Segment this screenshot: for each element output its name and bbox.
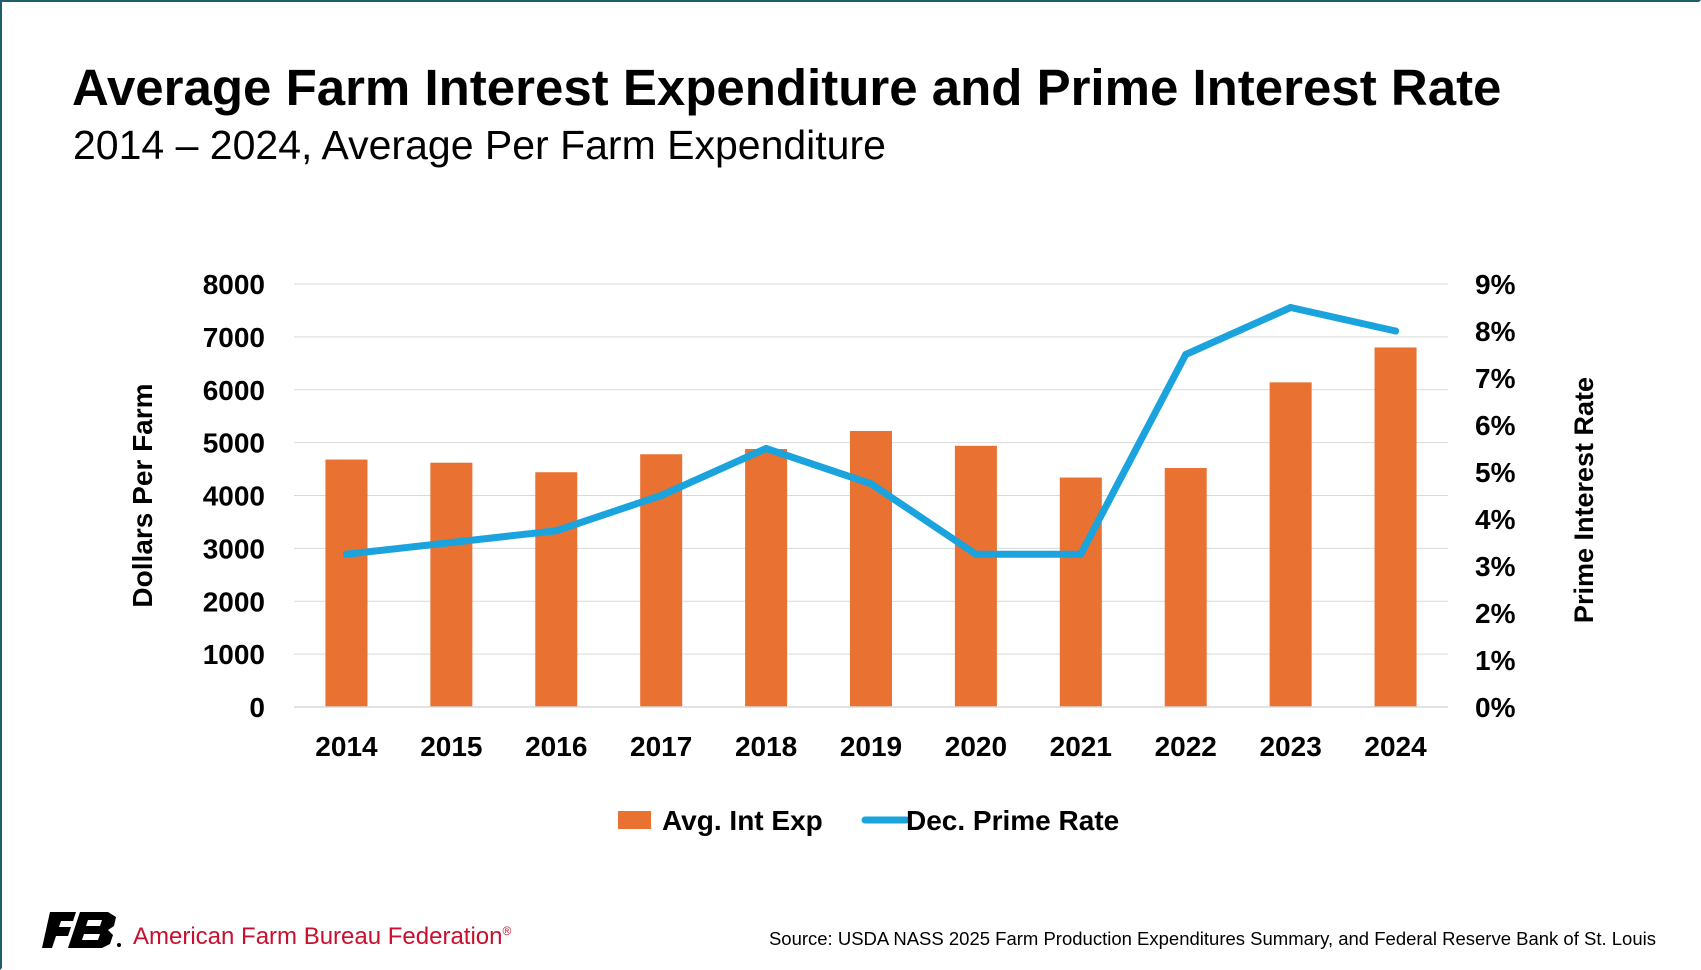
bar — [1269, 382, 1312, 707]
y-tick-label: 6000 — [203, 375, 265, 406]
chart-subtitle: 2014 – 2024, Average Per Farm Expenditur… — [73, 122, 886, 168]
x-tick-label: 2021 — [1050, 731, 1112, 762]
y-tick-label: 0 — [249, 692, 265, 723]
x-tick-label: 2023 — [1259, 731, 1321, 762]
y-tick-label: 4000 — [203, 481, 265, 512]
line-point — [762, 445, 770, 452]
x-tick-label: 2016 — [525, 731, 587, 762]
x-tick-label: 2019 — [840, 731, 902, 762]
bar — [850, 430, 892, 707]
y-tick-label: 8000 — [203, 269, 265, 300]
bar — [1374, 347, 1417, 707]
x-tick-label: 2018 — [735, 731, 797, 762]
line-point — [552, 527, 560, 535]
registered-mark: ® — [502, 924, 512, 938]
y2-tick-label: 0% — [1475, 692, 1516, 723]
legend-label-line: Dec. Prime Rate — [906, 805, 1119, 836]
line-point — [657, 492, 665, 499]
legend-label-bar: Avg. Int Exp — [662, 805, 823, 836]
organization-name: American Farm Bureau Federation® — [133, 923, 511, 951]
y-tick-label: 5000 — [203, 428, 265, 459]
legend-swatch-bar — [618, 811, 651, 829]
line-point — [447, 539, 455, 546]
y2-axis-title: Prime Interest Rate — [1569, 377, 1599, 623]
y-tick-label: 7000 — [203, 322, 265, 353]
y2-tick-label: 6% — [1475, 410, 1516, 441]
x-tick-label: 2015 — [420, 731, 482, 762]
bar — [430, 462, 473, 707]
x-tick-label: 2017 — [630, 731, 692, 762]
y-axis-title: Dollars Per Farm — [127, 383, 158, 607]
y2-tick-label: 5% — [1475, 457, 1516, 488]
combo-chart: 0 1000 2000 3000 4000 5000 6000 7000 8000 0% 1% 2% 3… — [127, 269, 1599, 836]
y-tick-label: 1000 — [203, 639, 265, 670]
bar — [954, 445, 997, 707]
y2-tick-label: 7% — [1475, 363, 1516, 394]
y2-tick-label: 8% — [1475, 316, 1516, 347]
x-tick-label: 2024 — [1364, 731, 1427, 762]
bar — [535, 472, 578, 707]
line-point — [1182, 351, 1190, 358]
y2-tick-label: 1% — [1475, 645, 1516, 676]
farm-bureau-logo-icon — [42, 912, 121, 948]
bar — [745, 448, 788, 707]
organization-name-text: American Farm Bureau Federation — [133, 923, 503, 950]
y2-tick-label: 3% — [1475, 551, 1516, 582]
x-tick-label: 2022 — [1155, 731, 1217, 762]
line-point — [972, 550, 980, 558]
line-point — [1077, 550, 1085, 558]
y-tick-label: 3000 — [203, 533, 265, 564]
line-point — [1392, 327, 1400, 335]
chart-title: Average Farm Interest Expenditure and Pr… — [72, 59, 1502, 116]
line-point — [1287, 304, 1295, 311]
source-note: Source: USDA NASS 2025 Farm Production E… — [768, 928, 1656, 949]
bar — [1164, 468, 1207, 707]
line-point — [867, 480, 875, 488]
line-point — [342, 550, 350, 558]
bar — [325, 459, 368, 707]
y2-tick-label: 9% — [1475, 269, 1516, 300]
bar — [1059, 477, 1102, 707]
y2-tick-label: 2% — [1475, 598, 1516, 629]
y-tick-label: 2000 — [203, 586, 265, 617]
x-tick-label: 2020 — [945, 731, 1007, 762]
y2-tick-label: 4% — [1475, 504, 1516, 535]
x-tick-label: 2014 — [315, 731, 378, 762]
